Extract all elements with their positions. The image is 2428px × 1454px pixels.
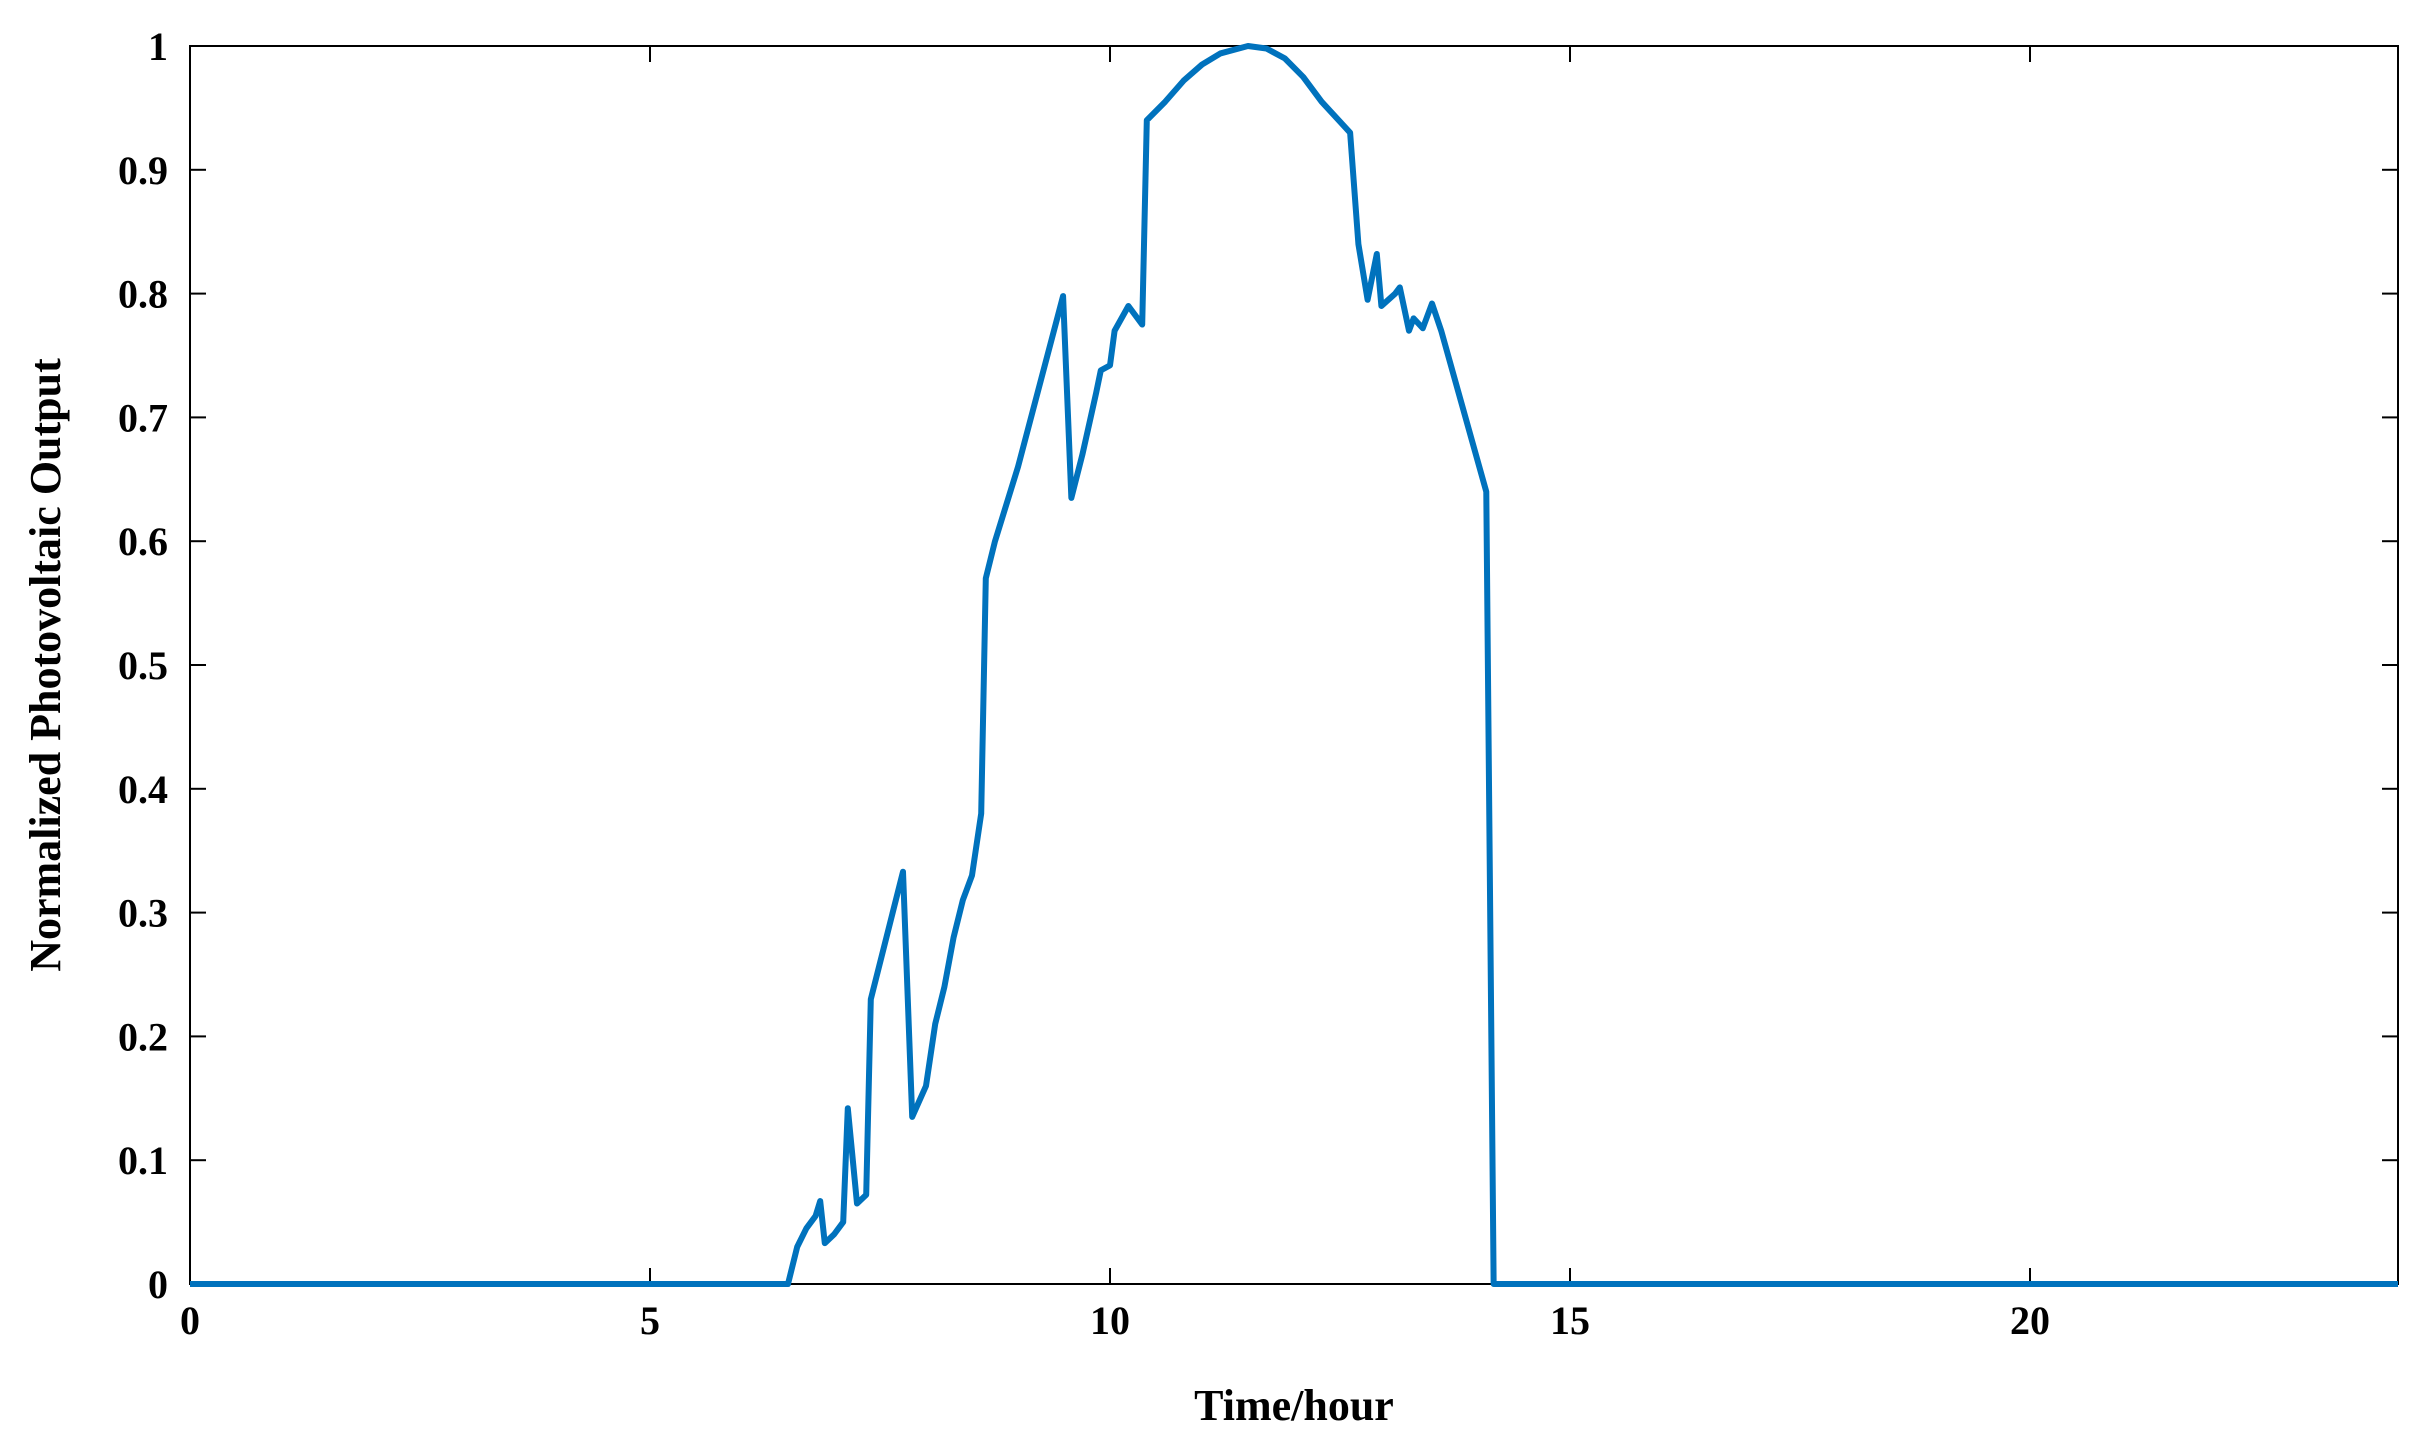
x-tick-label: 15 [1550, 1298, 1590, 1343]
x-tick-label: 20 [2010, 1298, 2050, 1343]
x-axis-title: Time/hour [1194, 1381, 1394, 1430]
y-tick-label: 0 [148, 1262, 168, 1307]
x-tick-label: 10 [1090, 1298, 1130, 1343]
x-tick-label: 5 [640, 1298, 660, 1343]
y-tick-label: 0.8 [118, 272, 168, 317]
y-tick-label: 0.6 [118, 519, 168, 564]
y-tick-label: 0.7 [118, 395, 168, 440]
y-tick-label: 0.2 [118, 1014, 168, 1059]
y-tick-label: 0.1 [118, 1138, 168, 1183]
y-axis-title: Normalized Photovoltaic Output [21, 358, 70, 972]
x-tick-label: 0 [180, 1298, 200, 1343]
y-tick-label: 0.4 [118, 767, 168, 812]
y-tick-label: 0.3 [118, 891, 168, 936]
y-tick-label: 0.5 [118, 643, 168, 688]
data-line [190, 43, 2398, 1287]
plot-frame [189, 45, 2399, 1285]
y-tick-label: 0.9 [118, 148, 168, 193]
y-tick-label: 1 [148, 24, 168, 69]
